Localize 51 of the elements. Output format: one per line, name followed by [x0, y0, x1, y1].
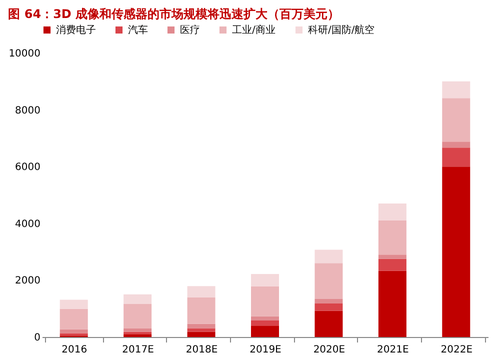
bar [314, 263, 343, 299]
x-tick-label: 2018E [186, 344, 218, 356]
bar [314, 298, 343, 304]
bar [442, 98, 470, 142]
legend-label: 医疗 [180, 24, 200, 36]
bar [124, 328, 152, 332]
bar [378, 270, 406, 337]
bar [378, 204, 406, 221]
y-tick-label: 8000 [15, 105, 40, 116]
bar [251, 286, 279, 316]
y-tick-label: 6000 [15, 162, 40, 174]
bar [314, 250, 343, 264]
bar [60, 329, 88, 334]
x-tick-label: 2019E [250, 344, 282, 356]
bar [251, 320, 279, 326]
bar [60, 308, 88, 330]
bar [187, 332, 216, 337]
bar [314, 310, 343, 337]
y-tick-label: 4000 [15, 218, 40, 230]
bar [378, 258, 406, 271]
legend-label: 汽车 [128, 24, 148, 36]
x-tick-label: 2022E [440, 344, 473, 356]
bar [187, 324, 216, 328]
bar [124, 294, 152, 304]
bar [442, 142, 470, 148]
bar [251, 316, 279, 321]
x-tick-label: 2017E [122, 344, 154, 356]
legend-label: 消费电子 [56, 24, 96, 36]
bar [251, 326, 279, 337]
bar [442, 148, 470, 167]
y-tick-label: 2000 [15, 276, 40, 287]
bar [187, 328, 216, 332]
bar [442, 81, 470, 98]
bar [124, 304, 152, 328]
x-tick-label: 2020E [313, 344, 346, 356]
bar [442, 166, 470, 337]
x-tick-label: 2016 [62, 344, 88, 356]
chart-title: 图 64：3D 成像和传感器的市场规模将迅速扩大（百万美元） [8, 7, 340, 21]
legend-label: 工业/商业 [232, 24, 276, 36]
bar [187, 286, 216, 298]
y-tick-label: 10000 [8, 48, 40, 60]
bar [378, 220, 406, 255]
bar [251, 274, 279, 286]
legend-label: 科研/国防/航空 [308, 24, 375, 36]
bar [187, 298, 216, 324]
x-tick-label: 2021E [377, 344, 409, 356]
bar [60, 300, 88, 309]
bar [314, 303, 343, 311]
bar [378, 254, 406, 259]
y-tick-label: 0 [34, 332, 40, 344]
bar [124, 334, 152, 337]
